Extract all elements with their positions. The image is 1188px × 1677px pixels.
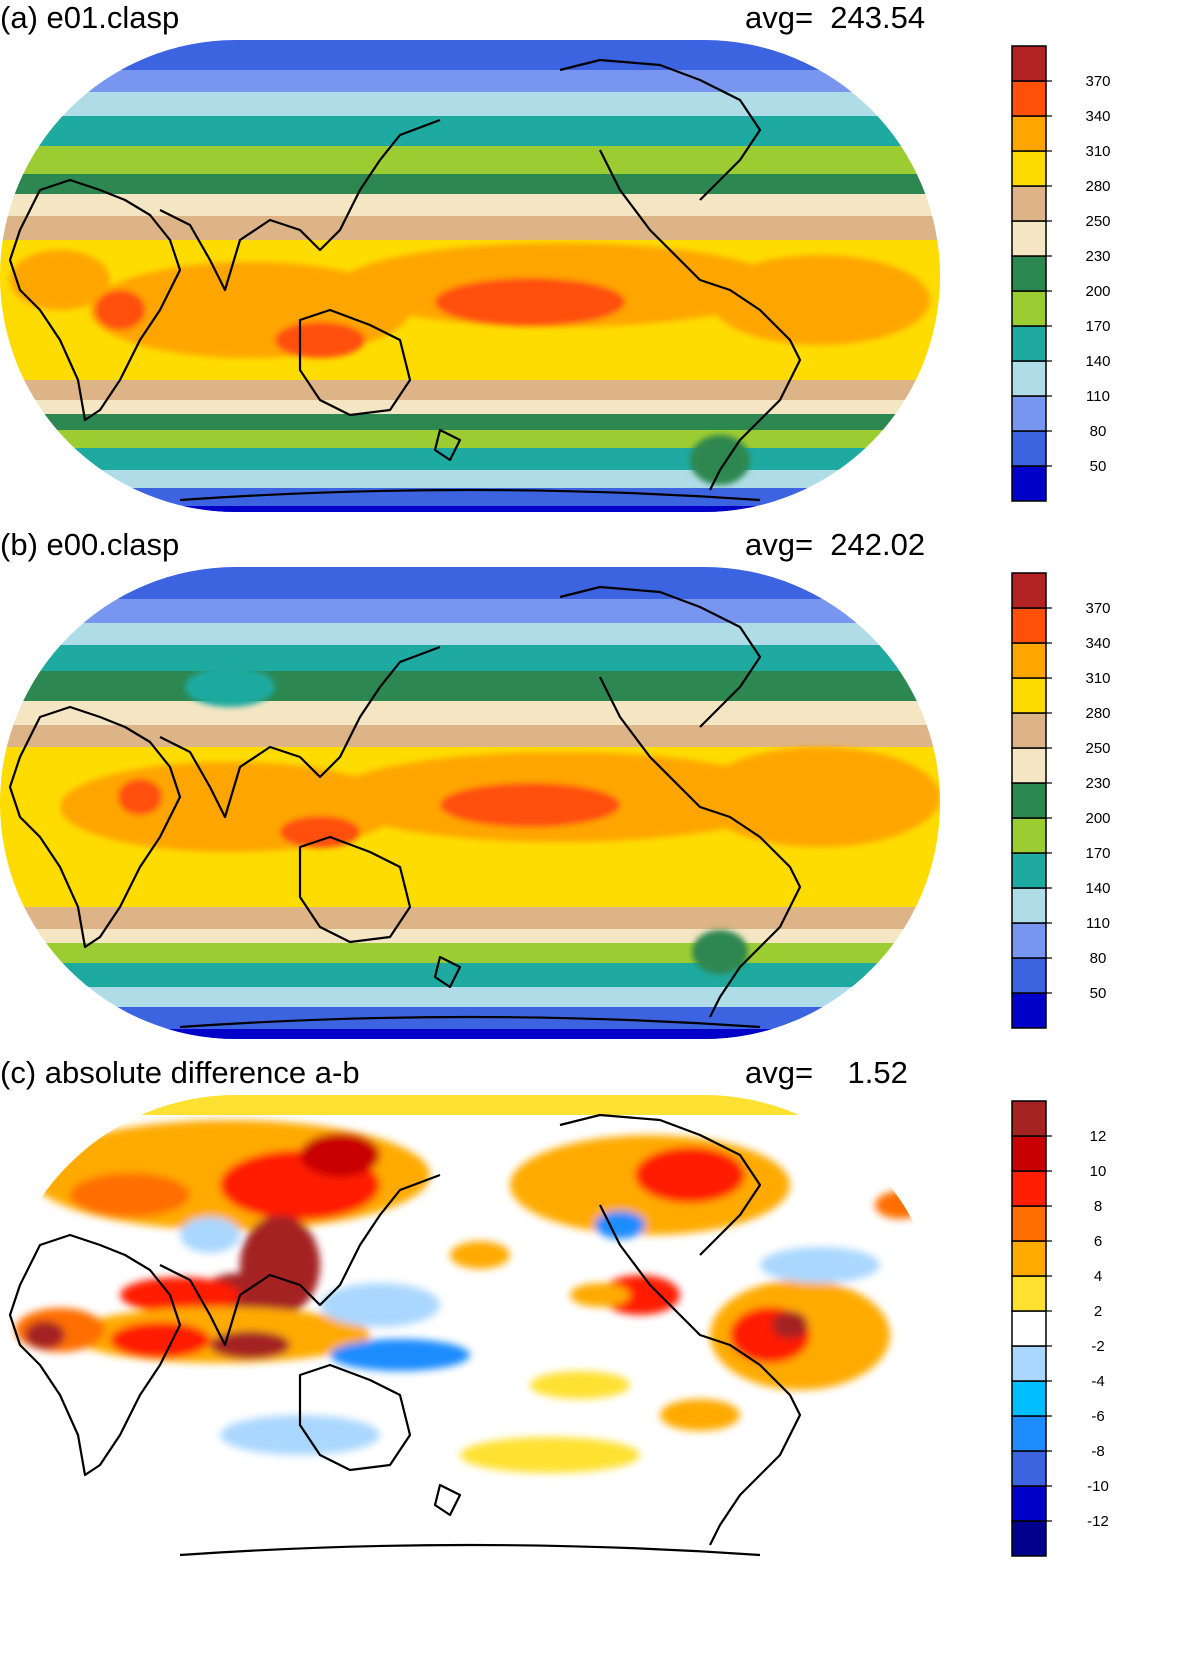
- colorbar: -12 -10 -8 -6 -4 -2 2 4 6 8 10 12: [1011, 1100, 1109, 1557]
- colorbar-label: 110: [1086, 388, 1110, 405]
- colorbar-label: 12: [1090, 1128, 1107, 1145]
- colorbar-swatch: [1011, 747, 1047, 784]
- colorbar-label: 230: [1085, 248, 1110, 265]
- colorbar-swatch: [1011, 992, 1047, 1029]
- colorbar-label: 140: [1085, 353, 1110, 370]
- colorbar-swatch: [1011, 45, 1047, 82]
- panel-title: (a) e01.clasp: [0, 0, 180, 35]
- colorbar-swatch: [1011, 1135, 1047, 1172]
- colorbar-swatch: [1011, 852, 1047, 889]
- colorbar-label: 370: [1085, 600, 1110, 617]
- colorbar-swatch: [1011, 957, 1047, 994]
- colorbar-label: 170: [1085, 845, 1110, 862]
- colorbar-swatch: [1011, 677, 1047, 714]
- colorbar-swatch: [1011, 360, 1047, 397]
- colorbar-label: -4: [1091, 1373, 1104, 1390]
- colorbar-label: 80: [1090, 950, 1107, 967]
- colorbar-label: -8: [1091, 1443, 1104, 1460]
- colorbar-swatch: [1011, 1170, 1047, 1207]
- colorbar-swatch: [1011, 1485, 1047, 1522]
- colorbar-swatch: [1011, 80, 1047, 117]
- colorbar-label: 4: [1094, 1268, 1102, 1285]
- colorbar-label: 50: [1090, 458, 1107, 475]
- colorbar-label: -2: [1091, 1338, 1104, 1355]
- colorbar-swatch: [1011, 887, 1047, 924]
- colorbar-swatch: [1011, 465, 1047, 502]
- colorbar-label: 110: [1086, 915, 1110, 932]
- colorbar-swatch: [1011, 185, 1047, 222]
- colorbar-label: 370: [1085, 73, 1110, 90]
- colorbar-swatch: [1011, 817, 1047, 854]
- world-map: [0, 1095, 940, 1567]
- colorbar-swatch: [1011, 115, 1047, 152]
- colorbar-swatch: [1011, 1240, 1047, 1277]
- colorbar-label: 8: [1094, 1198, 1102, 1215]
- colorbar-swatch: [1011, 1310, 1047, 1347]
- colorbar-label: 250: [1085, 740, 1110, 757]
- colorbar-swatch: [1011, 922, 1047, 959]
- colorbar-swatch: [1011, 1100, 1047, 1137]
- colorbar-label: 310: [1085, 670, 1110, 687]
- panel-title: (c) absolute difference a-b: [0, 1055, 360, 1090]
- panel-title: (b) e00.clasp: [0, 527, 180, 562]
- panel-average: avg= 242.02: [745, 527, 926, 562]
- colorbar-swatch: [1011, 1520, 1047, 1557]
- colorbar-swatch: [1011, 150, 1047, 187]
- colorbar-label: 50: [1090, 985, 1107, 1002]
- colorbar-swatch: [1011, 1205, 1047, 1242]
- colorbar-label: 310: [1085, 143, 1110, 160]
- colorbar-label: -10: [1087, 1478, 1109, 1495]
- colorbar-label: 80: [1090, 423, 1107, 440]
- colorbar-swatch: [1011, 1275, 1047, 1312]
- colorbar-swatch: [1011, 430, 1047, 467]
- world-map: [0, 40, 940, 512]
- colorbar-label: -6: [1091, 1408, 1104, 1425]
- colorbar-swatch: [1011, 1415, 1047, 1452]
- colorbar-label: 250: [1085, 213, 1110, 230]
- colorbar: 50 80 110 140 170 200 230 250 280 310 340 370: [1011, 45, 1111, 502]
- colorbar-swatch: [1011, 325, 1047, 362]
- world-map: [0, 567, 940, 1039]
- colorbar-label: 280: [1085, 178, 1110, 195]
- colorbar-label: 2: [1094, 1303, 1102, 1320]
- colorbar-label: 340: [1085, 635, 1110, 652]
- colorbar-label: 6: [1094, 1233, 1102, 1250]
- colorbar-swatch: [1011, 572, 1047, 609]
- colorbar-label: 200: [1085, 810, 1110, 827]
- colorbar-label: 170: [1085, 318, 1110, 335]
- colorbar-swatch: [1011, 1345, 1047, 1382]
- colorbar-swatch: [1011, 395, 1047, 432]
- colorbar-swatch: [1011, 255, 1047, 292]
- colorbar-swatch: [1011, 607, 1047, 644]
- colorbar-swatch: [1011, 1380, 1047, 1417]
- colorbar-swatch: [1011, 1450, 1047, 1487]
- colorbar-swatch: [1011, 642, 1047, 679]
- colorbar-swatch: [1011, 782, 1047, 819]
- panel-average: avg= 1.52: [745, 1055, 908, 1090]
- colorbar-label: -12: [1087, 1513, 1109, 1530]
- colorbar-label: 200: [1085, 283, 1110, 300]
- colorbar: 50 80 110 140 170 200 230 250 280 310 340 370: [1011, 572, 1111, 1029]
- panel-average: avg= 243.54: [745, 0, 926, 35]
- colorbar-label: 280: [1085, 705, 1110, 722]
- colorbar-label: 140: [1085, 880, 1110, 897]
- colorbar-swatch: [1011, 712, 1047, 749]
- colorbar-swatch: [1011, 290, 1047, 327]
- colorbar-label: 230: [1085, 775, 1110, 792]
- colorbar-label: 10: [1090, 1163, 1107, 1180]
- colorbar-swatch: [1011, 220, 1047, 257]
- colorbar-label: 340: [1085, 108, 1110, 125]
